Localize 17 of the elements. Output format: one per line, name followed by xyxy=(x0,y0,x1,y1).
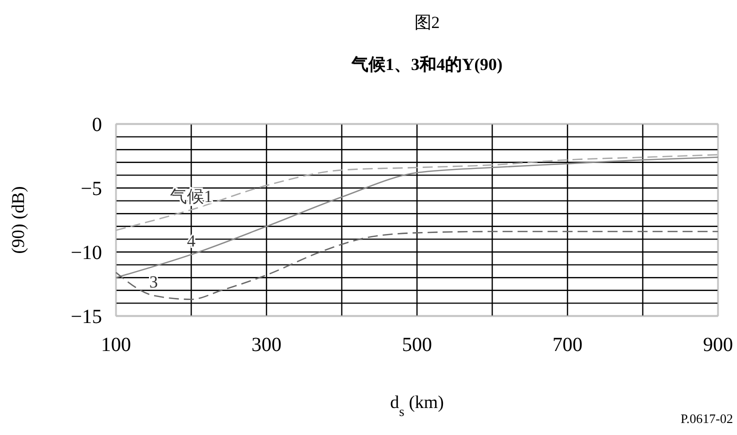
y-tick-label: 0 xyxy=(92,114,102,136)
chart-title: 图2 xyxy=(414,13,440,32)
line-series xyxy=(115,230,719,300)
chart-subtitle: 气候1、3和4的Y(90) xyxy=(350,55,503,74)
series-label: 3 xyxy=(149,272,158,292)
x-tick-label: 700 xyxy=(552,334,582,356)
x-tick-label: 300 xyxy=(252,334,282,356)
y-axis-title: (90) (dB) xyxy=(8,186,28,254)
x-tick-label: 500 xyxy=(402,334,432,356)
y-tick-label: −5 xyxy=(80,178,102,200)
y-tick-label: −10 xyxy=(70,242,102,264)
line-series xyxy=(115,154,719,231)
x-axis-title: d$_{s}$ (km) xyxy=(390,392,444,418)
text: P.0617-02 xyxy=(680,411,733,426)
y-tick-label: −15 xyxy=(70,306,102,328)
x-tick-label: 900 xyxy=(703,334,733,356)
x-tick-label: 100 xyxy=(101,334,131,356)
